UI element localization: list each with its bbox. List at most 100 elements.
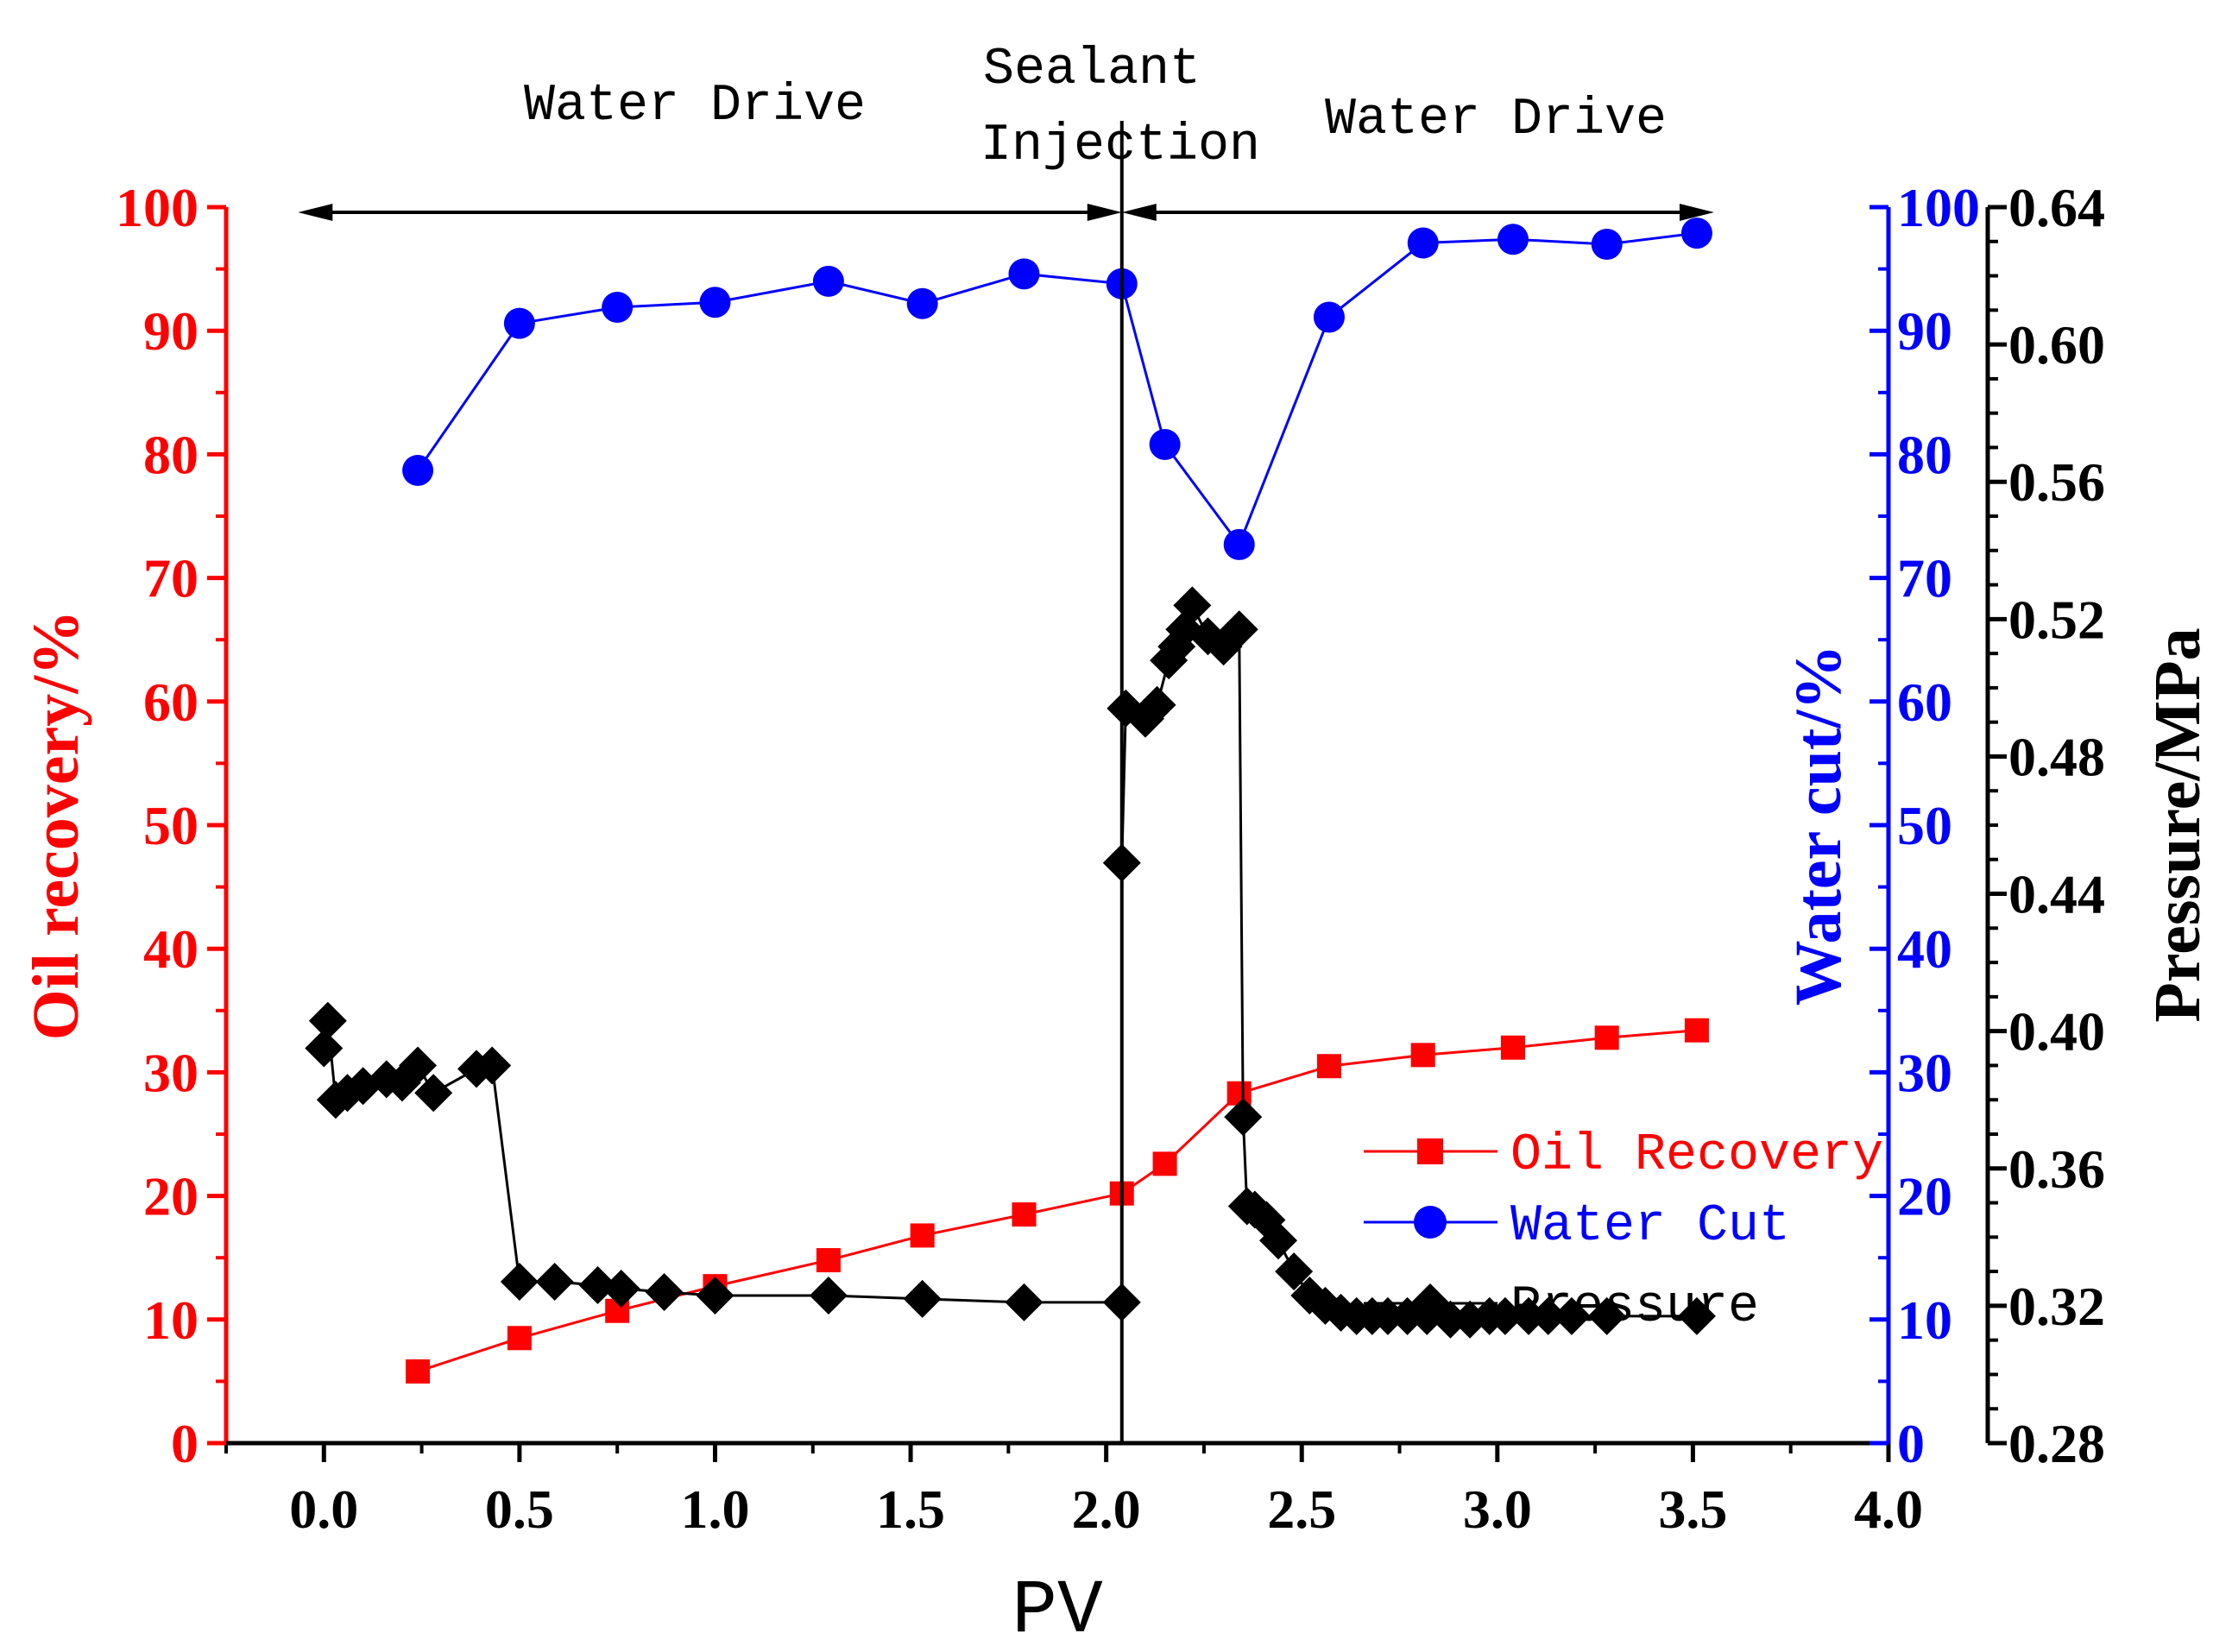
pressure-point (696, 1276, 735, 1315)
x-tick-label: 2.5 (1267, 1479, 1336, 1540)
oil-recovery-point (507, 1326, 532, 1351)
oil-recovery-point (1410, 1043, 1435, 1068)
oil-recovery-point (910, 1223, 935, 1248)
oil-recovery-point (1226, 1081, 1252, 1106)
water-axis-title: Water cut/% (1782, 645, 1855, 1006)
annotation-layer: Water Drive Sealant Injection Water Drive (298, 41, 1714, 1443)
x-tick-label: 1.5 (876, 1479, 945, 1540)
pressure-point (1275, 1252, 1314, 1291)
oil-tick-label: 20 (143, 1166, 199, 1227)
water-tick-label: 50 (1897, 795, 1952, 856)
water-tick-label: 0 (1897, 1413, 1925, 1474)
x-tick-label: 0.0 (289, 1479, 358, 1540)
series-layer (305, 218, 1716, 1384)
oil-recovery-point (1684, 1018, 1709, 1043)
oil-tick-label: 40 (143, 918, 199, 980)
annotation-text: Water Drive (524, 77, 866, 136)
pressure-point (1173, 586, 1212, 625)
oil-tick-label: 60 (143, 672, 199, 733)
water-cut-point (1313, 301, 1345, 333)
pressure-point (473, 1046, 512, 1085)
pressure-tick-label: 0.64 (2008, 177, 2105, 238)
water-cut-point (503, 307, 535, 339)
water-tick-label: 80 (1897, 424, 1952, 485)
x-tick-label: 3.5 (1658, 1479, 1727, 1540)
annotation-text: Injection (980, 117, 1260, 175)
pressure-point (1587, 1296, 1626, 1335)
oil-tick-label: 30 (143, 1042, 199, 1103)
water-tick-label: 30 (1897, 1042, 1952, 1103)
oil-recovery-point (406, 1359, 431, 1384)
pressure-tick-label: 0.56 (2008, 451, 2105, 513)
oil-tick-label: 50 (143, 795, 199, 856)
axes-layer: 0.0 0.5 1.0 1.5 2.0 2.5 3.0 3.5 4.0 PV 0 10 20 30 40 50… (20, 177, 2214, 1652)
pressure-point (1224, 1098, 1263, 1137)
oil-recovery-point (1594, 1025, 1619, 1050)
water-cut-point (1591, 228, 1623, 260)
pressure-point (645, 1272, 684, 1311)
water-cut-point (1223, 528, 1255, 560)
oil-recovery-point (1152, 1151, 1177, 1176)
water-tick-label: 100 (1897, 177, 1980, 238)
pressure-point (1220, 610, 1258, 649)
legend-marker (1414, 1206, 1447, 1239)
pressure-point (1368, 1296, 1407, 1335)
pressure-tick-label: 0.36 (2008, 1138, 2105, 1200)
pressure-tick-label: 0.44 (2008, 864, 2105, 925)
oil-recovery-point (1012, 1202, 1037, 1227)
water-tick-label: 90 (1897, 300, 1952, 362)
x-axis-title: PV (1012, 1569, 1103, 1652)
oil-tick-label: 0 (171, 1413, 199, 1474)
pressure-point (535, 1263, 574, 1302)
pressure-axis-title: Pressure/MPa (2141, 627, 2214, 1022)
pressure-point (500, 1263, 539, 1302)
pressure-tick-label: 0.28 (2008, 1413, 2105, 1474)
arrow-head-right (1679, 204, 1714, 221)
water-cut-point (699, 287, 731, 318)
oil-tick-label: 80 (143, 424, 199, 485)
pressure-point (1552, 1296, 1591, 1335)
pressure-tick-label: 0.48 (2008, 726, 2105, 787)
oil-tick-label: 70 (143, 548, 199, 609)
x-tick-label: 3.0 (1463, 1479, 1532, 1540)
water-cut-point (812, 265, 844, 297)
legend-label: Pressure (1510, 1278, 1759, 1337)
legend-marker (1410, 1283, 1450, 1323)
oil-recovery-point (1316, 1054, 1341, 1079)
pressure-point (578, 1266, 617, 1305)
pressure-point (809, 1276, 848, 1315)
pressure-point (399, 1046, 438, 1085)
water-cut-point (1149, 428, 1181, 460)
pressure-point (1677, 1296, 1716, 1335)
oil-tick-label: 90 (143, 300, 199, 362)
pressure-tick-label: 0.32 (2008, 1276, 2105, 1337)
water-tick-label: 40 (1897, 918, 1952, 980)
oil-tick-label: 10 (143, 1289, 199, 1351)
pressure-point (602, 1270, 640, 1308)
water-cut-point (1407, 227, 1439, 259)
pressure-point (1138, 685, 1176, 724)
water-cut-point (1680, 218, 1712, 249)
pressure-point (308, 1001, 347, 1040)
pressure-point (305, 1029, 344, 1068)
oil-axis-title: Oil recovery/% (20, 610, 92, 1041)
water-cut-point (1008, 258, 1040, 290)
legend: Oil Recovery Water Cut Pressure (1364, 1126, 1883, 1337)
pressure-tick-label: 0.52 (2008, 589, 2105, 650)
pressure-point (1510, 1296, 1548, 1335)
x-tick-label: 4.0 (1854, 1479, 1923, 1540)
water-tick-label: 70 (1897, 548, 1952, 609)
annotation-text: Water Drive (1325, 91, 1667, 149)
pressure-tick-label: 0.60 (2008, 314, 2105, 375)
water-tick-label: 60 (1897, 672, 1952, 733)
water-cut-point (1497, 224, 1529, 255)
water-tick-label: 10 (1897, 1289, 1952, 1351)
pressure-point (903, 1279, 942, 1318)
oil-recovery-point (1500, 1035, 1525, 1060)
oil-tick-label: 100 (116, 177, 199, 238)
pressure-line (322, 602, 1697, 1321)
pressure-tick-label: 0.40 (2008, 1001, 2105, 1062)
water-tick-label: 20 (1897, 1166, 1952, 1227)
x-tick-label: 2.0 (1072, 1479, 1141, 1540)
